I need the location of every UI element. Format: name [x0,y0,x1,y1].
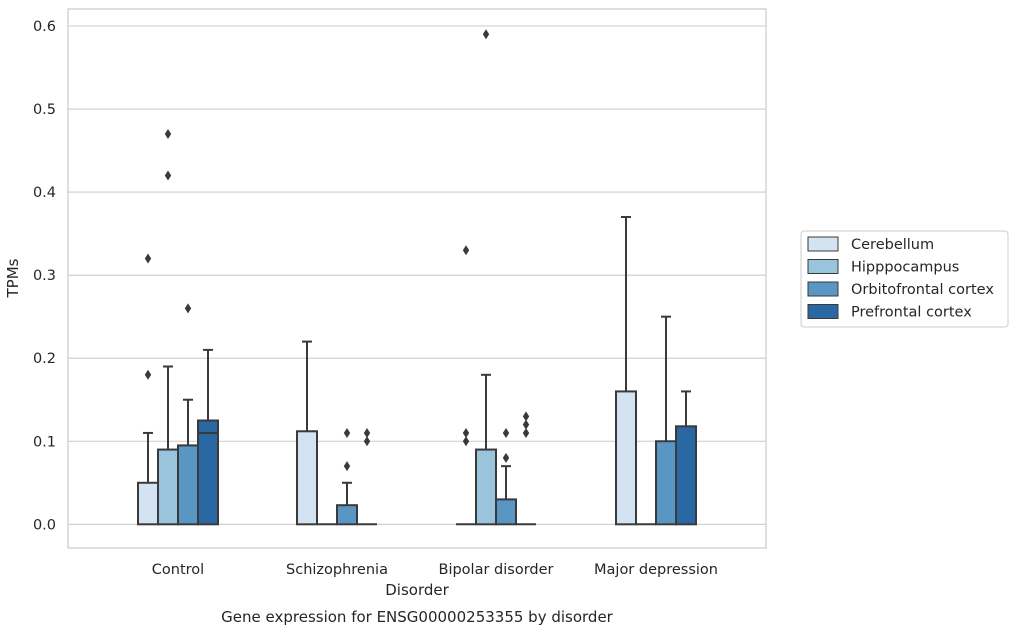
outlier-point [144,369,152,380]
y-tick-label: 0.2 [33,351,56,367]
outlier-point [502,452,510,463]
box-body [655,440,677,526]
outlier-point [184,303,192,314]
outlier-point [462,427,470,438]
box-body [495,498,517,526]
box-orbitofrontal-cortex [336,481,358,526]
box-body [615,390,637,526]
box-body [177,444,199,526]
box-cerebellum [615,216,637,526]
outlier-point [164,128,172,139]
box-body [475,448,497,526]
y-tick-label: 0.4 [33,185,56,201]
box-body [336,504,358,526]
boxes [137,216,697,526]
box-body [675,425,697,526]
outlier-point [363,436,371,447]
outlier-point [144,253,152,264]
legend-label: Orbitofrontal cortex [851,282,994,298]
legend-item: Hipppocampus [807,259,959,276]
box-hipppocampus [475,373,497,526]
y-tick-label: 0.6 [33,19,56,35]
box-orbitofrontal-cortex [495,465,517,526]
x-tick-label: Major depression [594,562,718,578]
x-tick-label: Schizophrenia [286,562,388,578]
chart-caption: Gene expression for ENSG00000253355 by d… [221,608,614,626]
outliers [144,29,530,472]
outlier-point [522,427,530,438]
box-cerebellum [137,431,159,526]
box-body [137,481,159,526]
y-tick-label: 0.1 [33,434,56,450]
box-body [157,448,179,526]
x-axis-label: Disorder [385,581,449,599]
outlier-point [343,461,351,472]
grid-lines [68,25,766,525]
x-tick-label: Bipolar disorder [439,562,554,578]
legend-item: Cerebellum [807,236,934,253]
outlier-point [462,245,470,256]
outlier-point [522,419,530,430]
y-tick-label: 0.3 [33,268,56,284]
x-axis-ticks: Control Schizophrenia Bipolar disorder Majo… [152,562,718,578]
legend-swatch [807,281,839,297]
legend-swatch [807,304,839,319]
outlier-point [522,411,530,422]
box-body [296,430,318,526]
legend: Cerebellum Hipppocampus Orbitofrontal cort… [800,230,1009,328]
outlier-point [164,170,172,181]
box-prefrontal-cortex [197,348,219,526]
box-orbitofrontal-cortex [655,315,677,526]
legend-item: Prefrontal cortex [807,304,972,321]
box-hipppocampus [157,365,179,526]
box-body [197,419,219,526]
legend-label: Cerebellum [851,237,934,253]
outlier-point [502,427,510,438]
legend-label: Prefrontal cortex [851,305,972,321]
y-axis-label: TPMs [4,258,22,298]
box-prefrontal-cortex [675,390,697,526]
y-tick-label: 0.5 [33,102,56,118]
outlier-point [343,427,351,438]
box-orbitofrontal-cortex [177,398,199,526]
y-tick-label: 0.0 [33,517,56,533]
outlier-point [462,436,470,447]
outlier-point [363,427,371,438]
y-axis-ticks: 0.0 0.1 0.2 0.3 0.4 0.5 0.6 [33,19,56,533]
legend-item: Orbitofrontal cortex [807,281,994,298]
legend-swatch [807,259,839,274]
x-tick-label: Control [152,562,204,578]
plot-frame [67,8,767,549]
box-cerebellum [296,340,318,526]
legend-swatch [807,236,839,252]
outlier-point [482,29,490,40]
legend-label: Hipppocampus [851,260,959,276]
legend-frame [800,230,1009,328]
